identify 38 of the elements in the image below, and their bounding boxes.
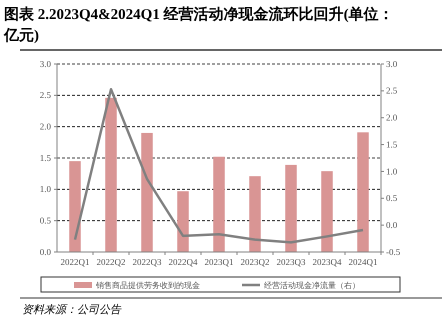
y-tick-label: 3.0 [40, 58, 52, 69]
bar [105, 98, 117, 252]
chart-title: 图表 2.2023Q4&2024Q1 经营活动净现金流环比回升(单位：亿元) [3, 5, 394, 44]
bar [357, 132, 369, 252]
y2-tick-label: 1.0 [386, 166, 398, 176]
bar [69, 161, 81, 252]
x-tick-label: 2022Q4 [168, 257, 198, 267]
text: 资料来源：公司公告 [22, 303, 122, 316]
y-tick-label: 2.5 [40, 90, 52, 100]
y-tick-label: 0.5 [40, 216, 52, 226]
bar [213, 156, 225, 252]
y2-tick-label: 0.0 [386, 220, 398, 230]
y2-tick-label: 0.5 [386, 193, 398, 204]
y2-tick-label: 2.5 [386, 86, 398, 96]
y-tick-label: 2.0 [40, 122, 52, 132]
x-tick-label: 2022Q3 [132, 257, 162, 267]
bar [321, 171, 333, 252]
bar [249, 176, 261, 252]
x-tick-label: 2023Q2 [240, 257, 270, 267]
x-tick-label: 2024Q1 [348, 257, 378, 267]
y2-tick-label: 3.0 [386, 58, 398, 69]
y-tick-label: 0.0 [40, 246, 52, 257]
bar [177, 191, 189, 252]
x-tick-label: 2022Q1 [60, 257, 90, 267]
legend-label: 销售商品提供劳务收到的现金 [95, 280, 200, 290]
x-tick-label: 2023Q3 [276, 257, 306, 267]
x-tick-label: 2022Q2 [96, 257, 126, 267]
bar [141, 132, 153, 252]
legend-label: 经营活动现金净流量（右） [264, 280, 360, 290]
y-tick-label: 1.0 [40, 184, 52, 194]
y2-tick-label: 2.0 [386, 112, 398, 123]
x-tick-label: 2023Q4 [312, 257, 342, 267]
line-series [74, 88, 364, 244]
y2-tick-label: 1.5 [386, 139, 398, 150]
y-tick-label: 1.5 [40, 152, 52, 163]
bar [285, 164, 297, 252]
y2-tick-label: -0.5 [386, 246, 401, 257]
x-tick-label: 2023Q1 [204, 257, 234, 267]
